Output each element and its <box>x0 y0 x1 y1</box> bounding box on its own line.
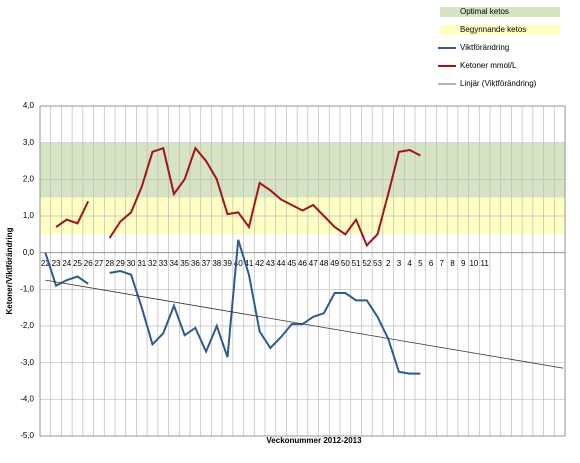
x-tick-label: 32 <box>148 259 157 268</box>
x-tick-label: 4 <box>407 259 412 268</box>
x-tick-label: 27 <box>94 259 103 268</box>
x-tick-label: 38 <box>212 259 221 268</box>
x-tick-label: 6 <box>429 259 434 268</box>
y-tick-label: 0,0 <box>23 248 35 257</box>
x-tick-label: 42 <box>255 259 264 268</box>
x-tick-label: 41 <box>244 259 253 268</box>
x-tick-label: 24 <box>62 259 71 268</box>
legend-swatch <box>440 7 560 17</box>
legend-label: Linjär (Viktförändring) <box>460 79 537 88</box>
x-tick-label: 31 <box>137 259 146 268</box>
x-tick-label: 47 <box>309 259 318 268</box>
legend-label: Begynnande ketos <box>460 25 526 34</box>
legend-label: Ketoner mmol/L <box>460 61 517 70</box>
line-series <box>55 146 421 248</box>
x-tick-label: 40 <box>234 259 243 268</box>
y-tick-label: -3,0 <box>20 358 34 367</box>
x-tick-label: 11 <box>480 259 489 268</box>
x-tick-label: 9 <box>461 259 466 268</box>
x-tick-label: 30 <box>127 259 136 268</box>
x-tick-label: 49 <box>330 259 339 268</box>
x-tick-label: 34 <box>169 259 178 268</box>
legend-label: Optimal ketos <box>460 7 509 16</box>
legend-label: Viktförändring <box>460 43 509 52</box>
x-tick-label: 45 <box>287 259 296 268</box>
x-tick-label: 33 <box>159 259 168 268</box>
y-tick-label: 4,0 <box>23 101 35 110</box>
x-tick-label: 7 <box>440 259 445 268</box>
x-tick-label: 35 <box>180 259 189 268</box>
x-tick-label: 29 <box>116 259 125 268</box>
plot-frame <box>39 105 566 437</box>
x-tick-label: 36 <box>191 259 200 268</box>
line-series <box>44 239 421 375</box>
x-axis-title: Veckonummer 2012-2013 <box>266 436 362 445</box>
x-tick-label: 22 <box>41 259 50 268</box>
band <box>40 142 565 198</box>
y-tick-label: 3,0 <box>23 138 35 147</box>
x-tick-label: 2 <box>386 259 391 268</box>
x-tick-label: 51 <box>352 259 361 268</box>
x-tick-label: 46 <box>298 259 307 268</box>
x-tick-label: 10 <box>469 259 478 268</box>
x-tick-label: 44 <box>277 259 286 268</box>
x-tick-label: 28 <box>105 259 114 268</box>
x-tick-label: 3 <box>397 259 402 268</box>
trend-line <box>45 279 564 369</box>
x-tick-label: 26 <box>84 259 93 268</box>
x-tick-label: 25 <box>73 259 82 268</box>
x-tick-label: 48 <box>319 259 328 268</box>
y-tick-label: -4,0 <box>20 394 34 403</box>
y-tick-label: -1,0 <box>20 284 34 293</box>
x-tick-label: 39 <box>223 259 232 268</box>
x-tick-label: 37 <box>202 259 211 268</box>
y-tick-label: 1,0 <box>23 211 35 220</box>
y-axis-title: Ketoner/Viktförändring <box>5 227 14 314</box>
x-tick-label: 53 <box>373 259 382 268</box>
x-tick-label: 23 <box>52 259 61 268</box>
x-tick-label: 43 <box>266 259 275 268</box>
legend-swatch <box>440 25 560 35</box>
y-tick-label: 2,0 <box>23 174 35 183</box>
y-tick-label: -2,0 <box>20 321 34 330</box>
x-tick-label: 5 <box>418 259 423 268</box>
y-tick-label: -5,0 <box>20 431 34 440</box>
x-tick-label: 50 <box>341 259 350 268</box>
x-tick-label: 52 <box>362 259 371 268</box>
x-tick-label: 8 <box>450 259 455 268</box>
